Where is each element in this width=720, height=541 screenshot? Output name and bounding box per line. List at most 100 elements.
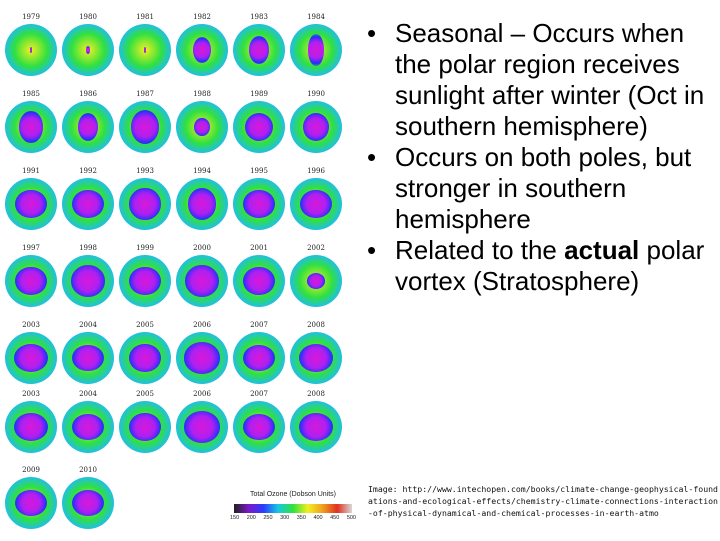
map-year-label: 1995 <box>250 167 268 175</box>
map-year-label: 2006 <box>193 390 211 398</box>
ozone-hole <box>129 266 161 296</box>
ozone-map-2: 1980 <box>60 12 116 88</box>
ozone-map-6: 1984 <box>288 12 344 88</box>
ozone-map-19: 1997 <box>3 243 59 319</box>
ozone-globe <box>5 401 57 453</box>
ozone-hole <box>72 490 104 516</box>
ozone-map-14: 1992 <box>60 166 116 242</box>
ozone-globe <box>5 101 57 153</box>
legend-title: Total Ozone (Dobson Units) <box>250 491 336 498</box>
map-year-label: 1981 <box>136 13 154 21</box>
legend-tick: 350 <box>296 515 306 521</box>
map-year-label: 2004 <box>79 321 97 329</box>
ozone-hole <box>244 112 274 142</box>
ozone-hole <box>129 412 161 442</box>
ozone-globe <box>62 101 114 153</box>
legend-tick: 500 <box>346 515 356 521</box>
ozone-map-20: 1998 <box>60 243 116 319</box>
bullet-list: • Seasonal – Occurs when the polar regio… <box>367 18 717 297</box>
ozone-hole <box>194 117 210 137</box>
ozone-globe <box>62 255 114 307</box>
ozone-globe <box>290 332 342 384</box>
ozone-globe <box>62 401 114 453</box>
ozone-map-7: 1985 <box>3 89 59 165</box>
ozone-map-26: 2004 <box>60 320 116 396</box>
map-year-label: 2002 <box>307 244 325 252</box>
bullet-bold-word: actual <box>564 235 640 265</box>
ozone-map-11: 1989 <box>231 89 287 165</box>
ozone-map-23: 2001 <box>231 243 287 319</box>
bullet-text: Related to the <box>395 235 565 265</box>
bullet-text: Occurs on both poles, but stronger in so… <box>395 142 692 234</box>
ozone-hole <box>129 188 161 220</box>
ozone-hole <box>243 266 275 296</box>
map-year-label: 1983 <box>250 13 268 21</box>
ozone-hole <box>72 189 104 219</box>
ozone-map-28: 2006 <box>174 320 230 396</box>
ozone-globe <box>119 24 171 76</box>
ozone-map-10: 1988 <box>174 89 230 165</box>
ozone-globe <box>290 101 342 153</box>
image-source-caption: Image: http://www.intechopen.com/books/c… <box>368 484 718 518</box>
ozone-hole <box>185 265 219 297</box>
legend-ticks: 150 200 250 300 350 400 450 500 <box>230 515 356 521</box>
ozone-hole <box>299 412 333 442</box>
ozone-globe <box>119 401 171 453</box>
map-year-label: 2007 <box>250 321 268 329</box>
ozone-globe <box>119 101 171 153</box>
ozone-map-32: 2004 <box>60 389 116 465</box>
ozone-globe <box>233 401 285 453</box>
ozone-globe <box>62 178 114 230</box>
ozone-hole <box>72 414 104 440</box>
map-year-label: 1999 <box>136 244 154 252</box>
ozone-globe <box>119 332 171 384</box>
ozone-globe <box>233 255 285 307</box>
ozone-map-21: 1999 <box>117 243 173 319</box>
ozone-hole <box>303 112 329 142</box>
map-year-label: 1980 <box>79 13 97 21</box>
ozone-hole <box>299 343 333 373</box>
map-year-label: 1984 <box>307 13 325 21</box>
ozone-globe <box>5 178 57 230</box>
legend-tick: 150 <box>230 515 240 521</box>
ozone-hole <box>15 266 47 296</box>
ozone-hole <box>71 265 105 297</box>
map-year-label: 2006 <box>193 321 211 329</box>
ozone-globe <box>176 401 228 453</box>
ozone-hole <box>86 46 90 54</box>
ozone-globe <box>233 101 285 153</box>
bullet-item: • Related to the actual polar vortex (St… <box>367 235 717 297</box>
ozone-hole <box>77 112 99 142</box>
ozone-map-37: 2009 <box>3 465 59 541</box>
ozone-map-25: 2003 <box>3 320 59 396</box>
ozone-map-8: 1986 <box>60 89 116 165</box>
ozone-hole <box>29 47 33 53</box>
ozone-hole <box>187 188 217 220</box>
legend-tick: 400 <box>313 515 323 521</box>
ozone-globe <box>290 255 342 307</box>
legend-tick: 200 <box>246 515 256 521</box>
ozone-hole <box>243 345 275 371</box>
map-year-label: 2009 <box>22 466 40 474</box>
ozone-globe <box>5 477 57 529</box>
map-year-label: 2010 <box>79 466 97 474</box>
ozone-hole <box>130 110 160 144</box>
ozone-hole <box>243 414 275 440</box>
map-year-label: 1985 <box>22 90 40 98</box>
ozone-globe <box>290 401 342 453</box>
ozone-map-12: 1990 <box>288 89 344 165</box>
map-year-label: 1992 <box>79 167 97 175</box>
map-year-label: 2004 <box>79 390 97 398</box>
map-year-label: 2005 <box>136 321 154 329</box>
map-year-label: 1989 <box>250 90 268 98</box>
map-year-label: 1997 <box>22 244 40 252</box>
map-year-label: 2003 <box>22 390 40 398</box>
map-year-label: 1988 <box>193 90 211 98</box>
map-year-label: 2005 <box>136 390 154 398</box>
map-year-label: 1979 <box>22 13 40 21</box>
ozone-globe <box>62 24 114 76</box>
ozone-map-22: 2000 <box>174 243 230 319</box>
ozone-globe <box>233 24 285 76</box>
ozone-globe <box>176 255 228 307</box>
map-year-label: 1996 <box>307 167 325 175</box>
